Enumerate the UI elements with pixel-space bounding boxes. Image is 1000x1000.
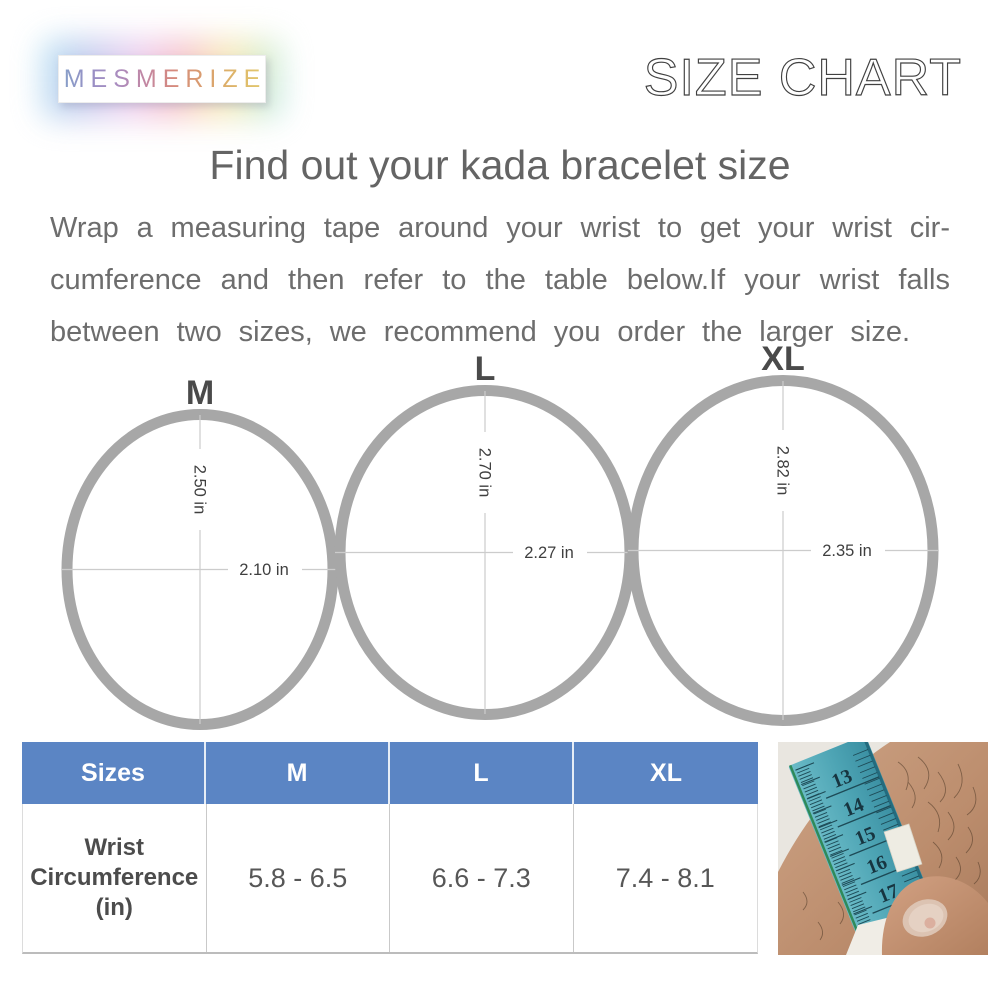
brand-name: MESMERIZE xyxy=(58,65,267,94)
intro-line-1: Wrap a measuring tape around your wrist … xyxy=(50,212,950,244)
ring-size-label-xl: XL xyxy=(761,340,804,378)
value-m: 5.8 - 6.5 xyxy=(207,804,390,952)
headline: Find out your kada bracelet size xyxy=(209,142,791,188)
value-xl: 7.4 - 8.1 xyxy=(615,862,715,893)
value-l: 6.6 - 7.3 xyxy=(390,804,574,952)
ring-size-label-l: L xyxy=(475,350,496,388)
ring-diagram-m: M 2.50 in 2.10 in xyxy=(55,364,345,736)
size-table-header-row: Sizes M L XL xyxy=(22,742,758,804)
intro-line-3: between two sizes, we recommend you orde… xyxy=(50,316,910,348)
nail-pink-spot xyxy=(924,917,936,929)
ring-width-m: 2.10 in xyxy=(239,561,289,579)
ring-diagram-l: L 2.70 in 2.27 in xyxy=(330,340,640,725)
brand-logo: MESMERIZE xyxy=(42,39,282,119)
tape-tag xyxy=(883,823,923,873)
page-title: SIZE CHART xyxy=(643,48,962,107)
header-xl: XL xyxy=(650,758,682,787)
row-label-wrist-circumference: Wrist Circumference (in) xyxy=(23,804,207,952)
wrist-measuring-photo: 13 14 15 16 17 18 xyxy=(778,735,988,981)
intro-line-2: cumference and then refer to the table b… xyxy=(50,264,950,296)
intro-paragraph: Wrap a measuring tape around your wrist … xyxy=(50,202,950,358)
header-sizes: Sizes xyxy=(22,742,206,804)
header-l: L xyxy=(390,742,574,804)
ring-width-l: 2.27 in xyxy=(524,544,574,562)
logo-box: MESMERIZE xyxy=(58,55,266,103)
size-table: Sizes M L XL Wrist Circumference (in) 5.… xyxy=(22,742,758,954)
ring-size-label-m: M xyxy=(186,374,214,412)
ring-height-xl: 2.82 in xyxy=(774,446,792,496)
ring-height-l: 2.70 in xyxy=(476,448,494,498)
ring-height-m: 2.50 in xyxy=(191,465,209,515)
header-m: M xyxy=(206,742,390,804)
size-table-body-row: Wrist Circumference (in) 5.8 - 6.5 6.6 -… xyxy=(22,804,758,954)
ring-diagram-xl: XL 2.82 in 2.35 in xyxy=(623,330,943,731)
ring-width-xl: 2.35 in xyxy=(822,542,872,560)
